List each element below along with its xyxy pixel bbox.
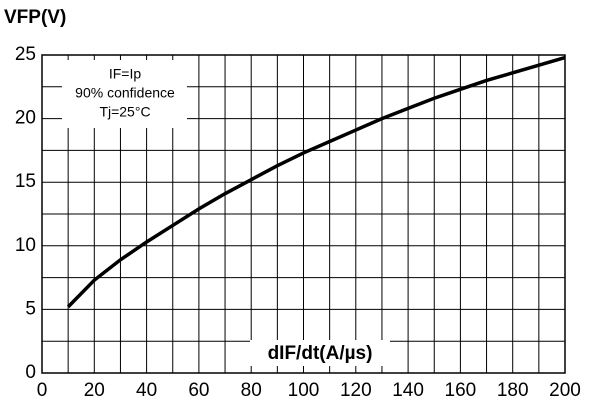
x-tick-label: 200 — [549, 380, 581, 401]
y-tick-label: 15 — [15, 171, 36, 192]
y-tick-label: 5 — [25, 298, 36, 319]
chart-title: VFP(V) — [4, 7, 66, 28]
x-tick-label: 120 — [340, 380, 372, 401]
x-tick-label: 0 — [37, 380, 48, 401]
x-axis-label: dIF/dt(A/µs) — [268, 343, 373, 364]
x-tick-label: 160 — [445, 380, 477, 401]
x-tick-label: 60 — [188, 380, 209, 401]
annotation: 90% confidence — [75, 85, 175, 101]
x-tick-label: 20 — [84, 380, 105, 401]
x-label-bg — [250, 340, 390, 366]
line — [66, 55, 566, 309]
annotation: Tj=25°C — [99, 104, 150, 120]
y-tick-label: 25 — [15, 44, 36, 65]
x-tick-label: 100 — [288, 380, 320, 401]
y-tick-label: 10 — [15, 235, 36, 256]
y-tick-label: 0 — [25, 362, 36, 383]
y-tick-label: 20 — [15, 108, 36, 129]
x-tick-label: 80 — [241, 380, 262, 401]
x-tick-label: 140 — [392, 380, 424, 401]
x-tick-label: 40 — [136, 380, 157, 401]
annotation: IF=Ip — [109, 66, 142, 82]
x-tick-label: 180 — [497, 380, 529, 401]
annotation-box — [62, 60, 187, 128]
plot-frame — [41, 54, 566, 374]
